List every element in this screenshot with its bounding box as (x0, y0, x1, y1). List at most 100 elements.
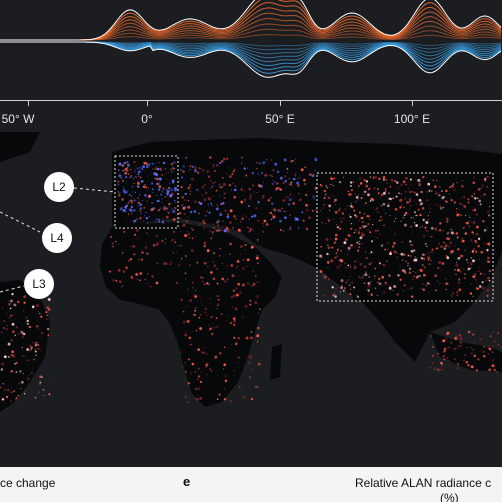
city-light-dot (174, 202, 176, 204)
city-light-dot (360, 216, 363, 220)
city-light-dot (249, 198, 252, 201)
city-light-dot (162, 161, 166, 165)
city-light-dot (370, 280, 372, 283)
city-light-dot (268, 198, 270, 200)
city-light-dot (169, 168, 173, 171)
city-light-dot (323, 189, 326, 193)
city-light-dot (121, 164, 125, 167)
city-light-dot (205, 363, 209, 367)
city-light-dot (33, 342, 36, 344)
city-light-dot (215, 230, 217, 232)
city-light-dot (327, 246, 331, 250)
city-light-dot (471, 333, 475, 336)
city-light-dot (254, 301, 258, 305)
city-light-dot (147, 197, 149, 199)
city-light-dot (215, 316, 218, 320)
city-light-dot (370, 251, 373, 254)
city-light-dot (408, 267, 412, 271)
city-light-dot (135, 228, 139, 232)
city-light-dot (290, 181, 293, 184)
city-light-dot (223, 197, 226, 199)
city-light-dot (438, 185, 441, 188)
city-light-dot (123, 162, 125, 164)
city-light-dot (206, 170, 209, 173)
city-light-dot (133, 233, 137, 236)
city-light-dot (130, 168, 132, 171)
city-light-dot (390, 289, 392, 291)
city-light-dot (11, 391, 13, 394)
city-light-dot (342, 176, 345, 178)
city-light-dot (208, 197, 211, 201)
city-light-dot (137, 204, 139, 206)
city-light-dot (435, 289, 438, 292)
city-light-dot (150, 173, 152, 174)
city-light-dot (250, 284, 254, 287)
city-light-dot (121, 198, 124, 201)
city-light-dot (146, 273, 149, 275)
city-light-dot (184, 333, 188, 337)
city-light-dot (139, 176, 142, 179)
city-light-dot (127, 213, 130, 215)
city-light-dot (182, 170, 185, 173)
city-light-dot (286, 172, 288, 174)
city-light-dot (396, 252, 398, 254)
city-light-dot (246, 258, 250, 262)
city-light-dot (22, 310, 25, 313)
city-light-dot (431, 355, 434, 357)
city-light-dot (297, 229, 300, 231)
city-light-dot (458, 278, 460, 280)
city-light-dot (214, 181, 216, 183)
city-light-dot (477, 245, 480, 248)
city-light-dot (199, 327, 203, 330)
city-light-dot (333, 195, 335, 197)
tick-label-50e: 50° E (265, 112, 295, 126)
city-light-dot (431, 362, 433, 364)
city-light-dot (328, 204, 332, 208)
city-light-dot (211, 230, 215, 234)
city-light-dot (137, 258, 141, 261)
city-light-dot (260, 184, 263, 188)
city-light-dot (199, 223, 202, 226)
city-light-dot (383, 291, 386, 294)
city-light-dot (365, 251, 367, 253)
city-light-dot (463, 359, 465, 362)
city-light-dot (129, 199, 131, 202)
city-light-dot (352, 181, 355, 183)
city-light-dot (158, 200, 161, 202)
city-light-dot (367, 229, 369, 231)
city-light-dot (486, 175, 489, 179)
city-light-dot (224, 388, 226, 390)
city-light-dot (282, 199, 286, 202)
city-light-dot (231, 306, 234, 308)
city-light-dot (17, 300, 20, 304)
city-light-dot (415, 224, 418, 227)
city-light-dot (14, 363, 16, 365)
city-light-dot (149, 162, 151, 165)
city-light-dot (202, 351, 205, 354)
city-light-dot (300, 168, 304, 172)
city-light-dot (246, 167, 249, 169)
city-light-dot (357, 194, 359, 196)
city-light-dot (256, 167, 258, 170)
city-light-dot (2, 383, 4, 385)
city-light-dot (123, 186, 125, 188)
city-light-dot (487, 210, 490, 213)
city-light-dot (475, 287, 478, 290)
city-light-dot (413, 249, 416, 252)
city-light-dot (359, 262, 363, 266)
city-light-dot (354, 215, 358, 218)
city-light-dot (241, 239, 243, 241)
city-light-dot (475, 250, 477, 252)
city-light-dot (460, 342, 462, 344)
city-light-dot (232, 317, 236, 320)
city-light-dot (245, 174, 248, 176)
city-light-dot (187, 337, 189, 339)
city-light-dot (191, 177, 194, 181)
city-light-dot (308, 216, 311, 220)
city-light-dot (419, 202, 423, 206)
city-light-dot (368, 284, 370, 286)
city-light-dot (397, 187, 399, 189)
city-light-dot (399, 266, 401, 268)
city-light-dot (40, 315, 43, 318)
city-light-dot (148, 187, 150, 189)
